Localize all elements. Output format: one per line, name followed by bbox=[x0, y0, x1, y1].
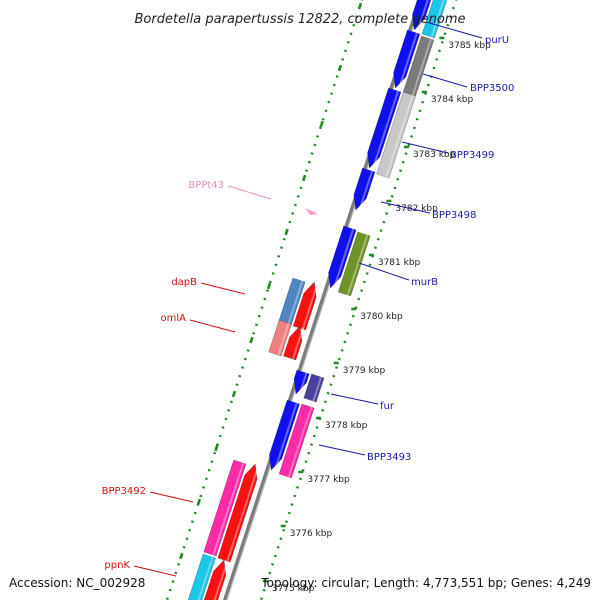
tick-label: 3781 kbp bbox=[378, 258, 421, 268]
gene-ppnK-inner[interactable] bbox=[198, 559, 227, 600]
tick-label: 3784 kbp bbox=[431, 95, 474, 105]
tick-label: 3782 kbp bbox=[395, 204, 438, 214]
gene-BPP3499-inner[interactable] bbox=[367, 87, 402, 169]
gene-BPP3499[interactable] bbox=[376, 91, 417, 179]
gene-purU-shine bbox=[430, 0, 445, 38]
gene-BPP3493[interactable] bbox=[278, 403, 315, 479]
gene-BPP3493-shine bbox=[287, 406, 313, 478]
gene-dapB-shine bbox=[287, 280, 304, 326]
gene-BPP3492-shine bbox=[212, 462, 245, 556]
gene-fur-inner[interactable] bbox=[293, 369, 310, 395]
tick-label: 3783 kbp bbox=[413, 150, 456, 160]
gene-label-omlA[interactable]: omlA bbox=[161, 313, 187, 324]
gene-dapB[interactable] bbox=[278, 277, 306, 327]
map-title: Bordetella parapertussis 12822, complete… bbox=[135, 12, 466, 27]
leader-line-BPP3500 bbox=[422, 73, 468, 88]
tick-label: 3779 kbp bbox=[343, 366, 386, 376]
gene-label-BPP3493[interactable]: BPP3493 bbox=[367, 452, 411, 463]
gene-label-BPP3492[interactable]: BPP3492 bbox=[102, 486, 146, 497]
gene-dapB-inner-shine bbox=[301, 282, 319, 330]
gene-murB-inner-shine bbox=[332, 228, 355, 290]
gene-label-BPP3500[interactable]: BPP3500 bbox=[470, 83, 514, 94]
topology-label: Topology: circular; Length: 4,773,551 bp… bbox=[260, 576, 591, 590]
gene-BPP3493-inner-shine bbox=[273, 402, 298, 472]
trna-BPPt43-marker[interactable] bbox=[305, 208, 318, 215]
gene-BPP3493-inner[interactable] bbox=[269, 399, 300, 471]
left-ring-dash bbox=[196, 498, 202, 506]
gene-label-ppnK[interactable]: ppnK bbox=[104, 560, 130, 571]
left-ring-dash bbox=[266, 282, 272, 290]
tick-label: 3776 kbp bbox=[290, 529, 333, 539]
gene-label-purU[interactable]: purU bbox=[485, 35, 509, 46]
gene-label-BPP3498[interactable]: BPP3498 bbox=[432, 210, 476, 221]
leader-line-BPPt43 bbox=[227, 185, 272, 200]
accession-label: Accession: NC_002928 bbox=[9, 576, 145, 590]
gene-purU[interactable] bbox=[421, 0, 449, 39]
gene-murB-shine bbox=[346, 234, 369, 296]
gene-omlA-inner-shine bbox=[292, 326, 305, 360]
left-tick-ring bbox=[165, 0, 364, 600]
gene-ppnK-inner-shine bbox=[213, 560, 229, 600]
left-ring-dash bbox=[319, 120, 324, 128]
gene-purU-inner-shine bbox=[416, 0, 429, 32]
left-ring-dash bbox=[284, 228, 289, 236]
gene-BPP3499-inner-shine bbox=[371, 90, 400, 170]
gene-purU-inner[interactable] bbox=[412, 0, 433, 31]
tick-label: 3778 kbp bbox=[325, 421, 368, 431]
gene-BPP3500-inner-shine bbox=[397, 32, 418, 90]
leader-line-dapB bbox=[200, 282, 246, 295]
gene-murB-inner[interactable] bbox=[328, 225, 357, 289]
left-ring-dash bbox=[249, 336, 254, 344]
gene-fur-shine bbox=[312, 376, 323, 402]
left-ring-dash bbox=[179, 552, 184, 560]
gene-omlA-inner[interactable] bbox=[283, 325, 303, 361]
leader-line-ppnK bbox=[133, 565, 177, 577]
leader-line-BPP3492 bbox=[149, 491, 194, 503]
left-ring-dash bbox=[357, 2, 363, 10]
gene-BPP3500-shine bbox=[411, 38, 432, 96]
tick-label: 3780 kbp bbox=[360, 312, 403, 322]
leader-line-BPP3498 bbox=[380, 201, 431, 214]
gene-label-BPP3499[interactable]: BPP3499 bbox=[450, 150, 494, 161]
gene-omlA[interactable] bbox=[268, 319, 292, 357]
right-tick-ring bbox=[259, 0, 458, 600]
gene-ppnK[interactable] bbox=[182, 553, 216, 600]
leader-line-fur bbox=[330, 393, 379, 405]
gene-fur-inner-shine bbox=[298, 372, 308, 396]
gene-BPP3492-inner-shine bbox=[226, 464, 260, 562]
gene-BPP3500-inner[interactable] bbox=[393, 29, 421, 89]
gene-BPP3498-shine bbox=[358, 170, 374, 212]
gene-fur[interactable] bbox=[303, 373, 325, 403]
leader-line-purU bbox=[425, 21, 483, 39]
leader-line-BPP3493 bbox=[318, 444, 366, 456]
gene-omlA-shine bbox=[277, 322, 290, 356]
gene-BPP3498[interactable] bbox=[353, 167, 376, 211]
left-ring-dash bbox=[214, 444, 219, 452]
gene-BPP3499-shine bbox=[385, 94, 414, 178]
left-ring-dash bbox=[301, 174, 307, 182]
leader-line-murB bbox=[358, 262, 410, 281]
gene-label-fur[interactable]: fur bbox=[380, 401, 395, 412]
tick-label: 3777 kbp bbox=[307, 475, 350, 485]
gene-label-murB[interactable]: murB bbox=[411, 277, 438, 288]
gene-ppnK-shine bbox=[197, 556, 214, 600]
gene-label-dapB[interactable]: dapB bbox=[171, 277, 197, 288]
left-ring-dash bbox=[337, 64, 343, 72]
gene-murB[interactable] bbox=[337, 231, 371, 297]
tick-label: 3775 kbp bbox=[272, 584, 315, 594]
gene-label-BPPt43[interactable]: BPPt43 bbox=[188, 180, 224, 191]
leader-line-omlA bbox=[189, 319, 236, 333]
tick-label: 3785 kbp bbox=[448, 41, 491, 51]
leader-line-BPP3499 bbox=[401, 141, 449, 154]
gene-BPP3492[interactable] bbox=[203, 459, 247, 557]
left-ring-dash bbox=[231, 390, 237, 398]
